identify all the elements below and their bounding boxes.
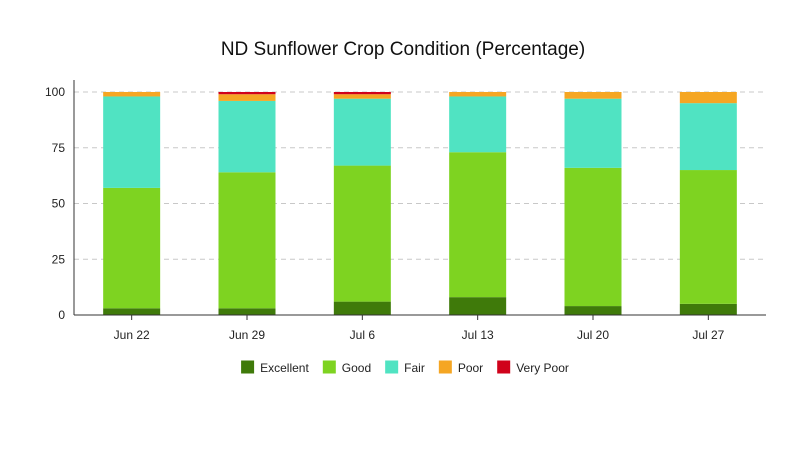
bar-segment-fair — [564, 98, 622, 168]
x-tick-label: Jul 6 — [350, 328, 376, 342]
bar-stack — [564, 92, 622, 315]
bar-segment-very-poor — [333, 92, 391, 95]
bar-stack — [679, 92, 737, 315]
axes — [73, 80, 766, 316]
legend-item: Excellent — [241, 360, 309, 375]
bar-segment-very-poor — [218, 92, 276, 95]
bar-segment-good — [333, 165, 391, 302]
bar-segment-excellent — [103, 308, 161, 315]
legend-swatch — [241, 360, 255, 374]
y-tick-label: 25 — [52, 252, 66, 266]
y-tick-labels: 0 25 50 75 100 — [45, 85, 65, 322]
legend: Excellent Good Fair Poor Very Poor — [241, 360, 569, 375]
bar-segment-good — [564, 167, 622, 307]
legend-item: Fair — [385, 360, 425, 375]
bar-stack — [333, 92, 391, 315]
legend-label: Excellent — [260, 361, 309, 375]
legend-item: Poor — [438, 360, 483, 375]
gridlines — [74, 91, 766, 260]
legend-swatch — [385, 360, 399, 374]
y-tick-label: 75 — [52, 141, 66, 155]
bar-stack — [218, 92, 276, 315]
legend-swatch — [438, 360, 452, 374]
bar-segment-fair — [218, 100, 276, 173]
legend-label: Fair — [404, 361, 425, 375]
legend-swatch — [497, 360, 511, 374]
bar-segment-excellent — [218, 308, 276, 315]
y-tick-label: 0 — [58, 308, 65, 322]
legend-label: Very Poor — [516, 361, 569, 375]
bar-segment-poor — [679, 92, 737, 104]
bar-segment-good — [449, 152, 507, 298]
bar-segment-fair — [449, 96, 507, 153]
bar-segment-poor — [564, 92, 622, 99]
legend-label: Poor — [458, 361, 483, 375]
x-tick-label: Jun 22 — [114, 328, 150, 342]
bar-stack — [449, 92, 507, 315]
bar-segment-good — [679, 170, 737, 304]
bar-segment-excellent — [679, 303, 737, 315]
bars — [103, 92, 737, 315]
bar-segment-poor — [218, 94, 276, 101]
bar-segment-fair — [103, 96, 161, 188]
bar-segment-poor — [449, 92, 507, 97]
y-tick-label: 50 — [52, 197, 66, 211]
bar-segment-poor — [103, 92, 161, 97]
bar-segment-good — [218, 172, 276, 309]
bar-segment-excellent — [449, 297, 507, 315]
bar-segment-excellent — [564, 306, 622, 315]
legend-item: Good — [322, 360, 371, 375]
bar-segment-good — [103, 187, 161, 309]
legend-swatch — [322, 360, 336, 374]
x-tick-label: Jun 29 — [229, 328, 265, 342]
x-tick-label: Jul 13 — [462, 328, 494, 342]
legend-item: Very Poor — [497, 360, 569, 375]
bar-segment-excellent — [333, 301, 391, 315]
x-tick-labels: Jun 22 Jun 29 Jul 6 Jul 13 Jul 20 Jul 27 — [114, 315, 725, 342]
chart-title: ND Sunflower Crop Condition (Percentage) — [221, 39, 585, 60]
bar-segment-fair — [679, 103, 737, 171]
x-tick-label: Jul 20 — [577, 328, 609, 342]
y-tick-label: 100 — [45, 85, 65, 99]
x-tick-label: Jul 27 — [692, 328, 724, 342]
bar-stack — [103, 92, 161, 315]
bar-segment-fair — [333, 98, 391, 166]
bar-segment-poor — [333, 94, 391, 99]
legend-label: Good — [342, 361, 371, 375]
